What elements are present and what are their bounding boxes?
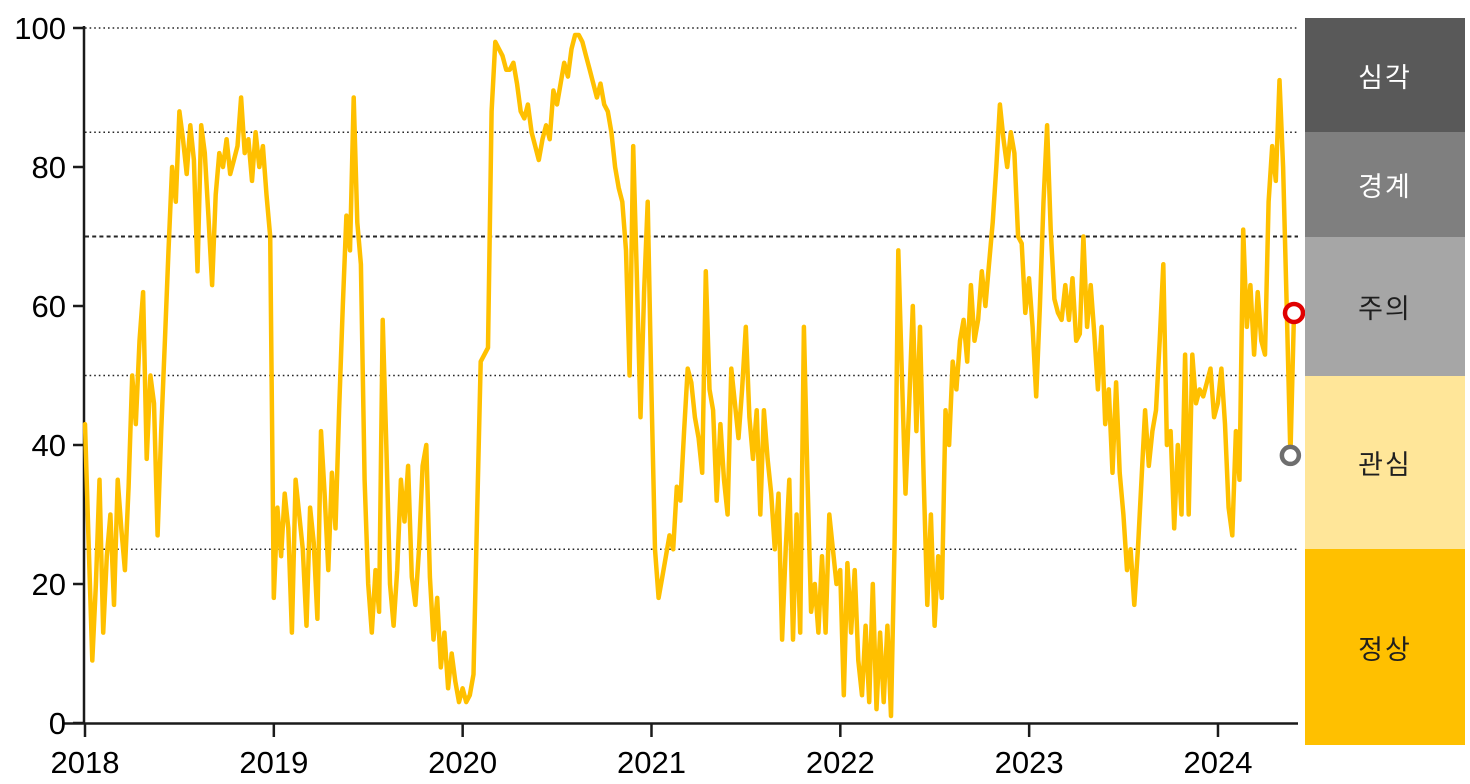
legend-band-label: 관심 [1358, 449, 1412, 480]
legend-band-normal: 정상 [1305, 549, 1465, 746]
legend-band-caution: 주의 [1305, 236, 1465, 376]
y-tick-label: 0 [49, 706, 66, 741]
legend-band-label: 주의 [1358, 293, 1412, 324]
legend-band-alert: 경계 [1305, 132, 1465, 237]
y-tick-label: 60 [32, 289, 66, 324]
y-tick-label: 80 [32, 150, 66, 185]
legend-band-attention: 관심 [1305, 375, 1465, 550]
legend-band-label: 정상 [1358, 634, 1412, 665]
x-tick-label: 2022 [806, 745, 875, 780]
previous-value-marker [1279, 444, 1302, 467]
y-tick-label: 100 [14, 11, 66, 46]
x-tick-label: 2020 [428, 745, 497, 780]
latest-value-marker [1282, 301, 1306, 325]
x-tick-label: 2019 [239, 745, 308, 780]
x-tick-label: 2023 [995, 745, 1064, 780]
legend-band-label: 심각 [1358, 62, 1412, 93]
index-line [82, 32, 1297, 719]
y-tick-label: 40 [32, 428, 66, 463]
x-tick-label: 2018 [51, 745, 120, 780]
x-tick-label: 2021 [617, 745, 686, 780]
y-tick-label: 20 [32, 567, 66, 602]
risk-level-legend: 심각 경계 주의 관심 정상 [1305, 0, 1465, 784]
legend-band-severe: 심각 [1305, 18, 1465, 133]
x-tick-label: 2024 [1183, 745, 1252, 780]
legend-band-label: 경계 [1358, 171, 1412, 202]
